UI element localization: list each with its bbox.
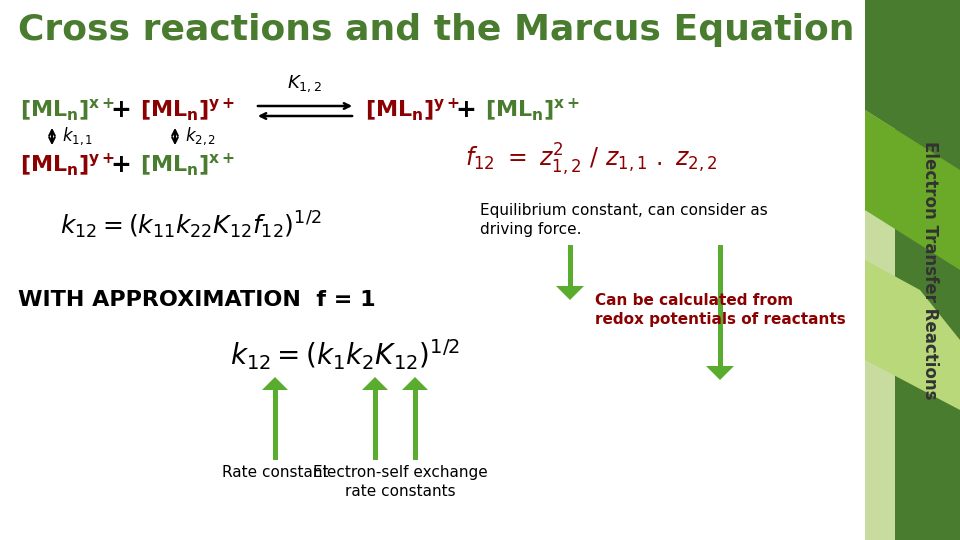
Polygon shape — [865, 260, 960, 410]
Text: Can be calculated from
redox potentials of reactants: Can be calculated from redox potentials … — [595, 293, 846, 327]
Text: $\mathbf{[ML_n]^{x+}}$: $\mathbf{[ML_n]^{x+}}$ — [20, 97, 115, 123]
Text: $\mathbf{[ML_n]^{y+}}$: $\mathbf{[ML_n]^{y+}}$ — [20, 152, 115, 178]
Text: $k_{12} = (k_1 k_2 K_{12})^{1/2}$: $k_{12} = (k_1 k_2 K_{12})^{1/2}$ — [230, 338, 461, 373]
Polygon shape — [362, 377, 388, 390]
Polygon shape — [895, 0, 960, 540]
Polygon shape — [865, 110, 960, 270]
Polygon shape — [865, 0, 960, 170]
Text: WITH APPROXIMATION  f = 1: WITH APPROXIMATION f = 1 — [18, 290, 375, 310]
Bar — [273, 390, 277, 460]
Text: Electron Transfer Reactions: Electron Transfer Reactions — [921, 141, 939, 399]
Text: $k_{12} = (k_{11}k_{22}K_{12}f_{12})^{1/2}$: $k_{12} = (k_{11}k_{22}K_{12}f_{12})^{1/… — [60, 210, 322, 241]
Text: $K_{1,2}$: $K_{1,2}$ — [287, 73, 323, 94]
Text: Electron-self exchange
rate constants: Electron-self exchange rate constants — [313, 465, 488, 498]
Polygon shape — [262, 377, 288, 390]
Text: $\mathbf{[ML_n]^{x+}}$: $\mathbf{[ML_n]^{x+}}$ — [140, 152, 235, 178]
Text: $\mathbf{[ML_n]^{y+}}$: $\mathbf{[ML_n]^{y+}}$ — [365, 97, 461, 123]
Text: Rate constant: Rate constant — [222, 465, 328, 480]
Text: $\mathbf{[ML_n]^{y+}}$: $\mathbf{[ML_n]^{y+}}$ — [140, 97, 235, 123]
Bar — [372, 390, 377, 460]
Polygon shape — [556, 286, 584, 300]
Text: Equilibrium constant, can consider as
driving force.: Equilibrium constant, can consider as dr… — [480, 202, 768, 238]
Bar — [567, 245, 572, 286]
Text: $\mathbf{[ML_n]^{x+}}$: $\mathbf{[ML_n]^{x+}}$ — [485, 97, 580, 123]
Bar — [865, 0, 960, 540]
Text: $\mathbf{+}$: $\mathbf{+}$ — [109, 98, 131, 122]
Polygon shape — [706, 366, 734, 380]
Text: $\mathbf{+}$: $\mathbf{+}$ — [455, 98, 475, 122]
Bar — [717, 245, 723, 366]
Text: $\mathbf{+}$: $\mathbf{+}$ — [109, 153, 131, 177]
Text: $k_{2,2}$: $k_{2,2}$ — [185, 126, 216, 147]
Text: $k_{1,1}$: $k_{1,1}$ — [62, 126, 93, 147]
Bar — [413, 390, 418, 460]
Polygon shape — [865, 0, 895, 540]
Text: $f_{12}\ =\ z^2_{1,2}\ /\ z_{1,1}\ .\ z_{2,2}$: $f_{12}\ =\ z^2_{1,2}\ /\ z_{1,1}\ .\ z_… — [465, 142, 718, 178]
Polygon shape — [402, 377, 428, 390]
Text: Cross reactions and the Marcus Equation: Cross reactions and the Marcus Equation — [18, 13, 854, 47]
